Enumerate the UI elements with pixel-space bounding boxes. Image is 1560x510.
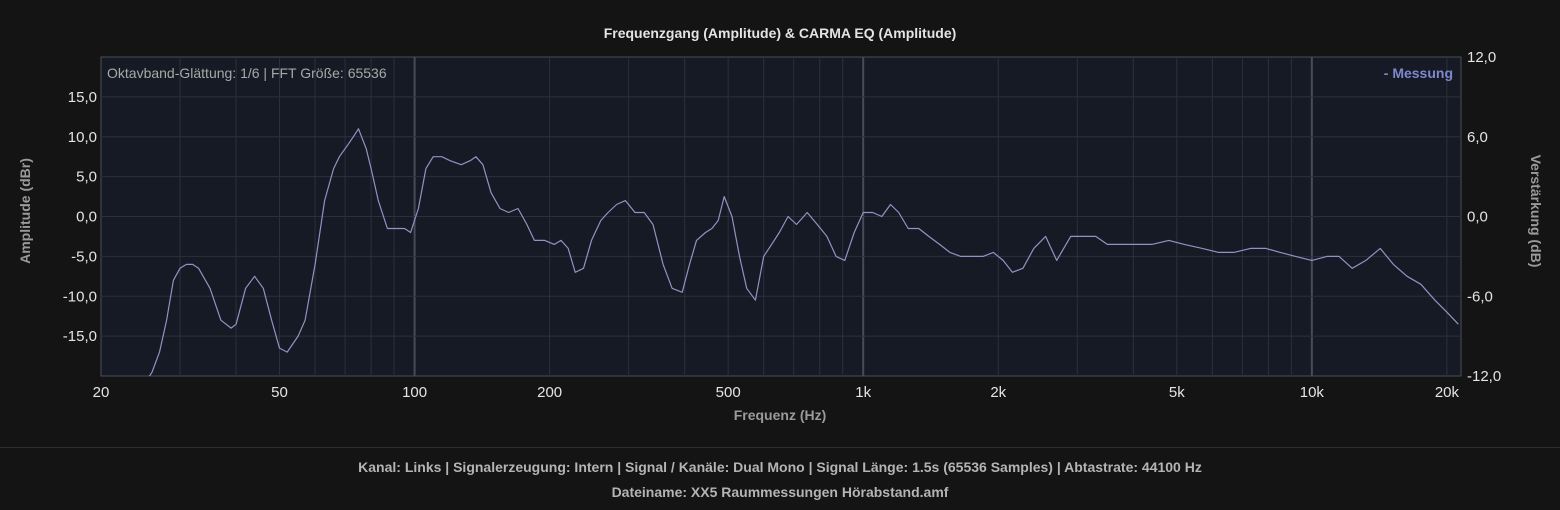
y2-tick-label: 6,0 xyxy=(1467,129,1488,146)
y2-axis-label: Verstärkung (dB) xyxy=(1528,155,1544,268)
y-tick-label: 0,0 xyxy=(76,209,97,226)
x-tick-label: 1k xyxy=(855,384,871,401)
x-tick-label: 2k xyxy=(990,384,1006,401)
x-tick-label: 50 xyxy=(271,384,288,401)
y2-tick-label: 0,0 xyxy=(1467,209,1488,226)
series-layer xyxy=(148,128,1459,376)
frequency-response-chart: Frequenzgang (Amplitude) & CARMA EQ (Amp… xyxy=(17,25,1544,423)
y-axis-label: Amplitude (dBr) xyxy=(17,158,33,264)
y-tick-label: 10,0 xyxy=(68,129,97,146)
y2-axis-ticks: 12,0 6,0 0,0 -6,0 -12,0 xyxy=(1467,49,1501,385)
y-tick-label: -5,0 xyxy=(71,248,97,265)
footer-filename: Dateiname: XX5 Raummessungen Hörabstand.… xyxy=(611,484,949,500)
annotation-text: Oktavband-Glättung: 1/6 | FFT Größe: 655… xyxy=(107,65,387,81)
x-axis-ticks: 20 50 100 200 500 1k 2k 5k 10k 20k xyxy=(93,384,1460,401)
footer-signal-info: Kanal: Links | Signalerzeugung: Intern |… xyxy=(358,459,1202,475)
x-axis-label: Frequenz (Hz) xyxy=(734,407,827,423)
x-tick-label: 500 xyxy=(716,384,741,401)
x-tick-label: 200 xyxy=(537,384,562,401)
y-tick-label: -15,0 xyxy=(63,328,97,345)
footer-info: Kanal: Links | Signalerzeugung: Intern |… xyxy=(0,447,1560,510)
y2-tick-label: -6,0 xyxy=(1467,288,1493,305)
y-axis-ticks: 15,0 10,0 5,0 0,0 -5,0 -10,0 -15,0 xyxy=(63,89,97,345)
x-tick-label: 10k xyxy=(1300,384,1325,401)
y-tick-label: 15,0 xyxy=(68,89,97,106)
x-tick-label: 5k xyxy=(1169,384,1185,401)
x-tick-label: 20k xyxy=(1435,384,1460,401)
y-tick-label: 5,0 xyxy=(76,169,97,186)
y2-tick-label: -12,0 xyxy=(1467,368,1501,385)
chart-title: Frequenzgang (Amplitude) & CARMA EQ (Amp… xyxy=(604,25,957,41)
y2-tick-label: 12,0 xyxy=(1467,49,1496,66)
series-line-messung xyxy=(148,128,1459,376)
grid-lines xyxy=(101,57,1461,376)
x-tick-label: 100 xyxy=(402,384,427,401)
y-tick-label: -10,0 xyxy=(63,288,97,305)
legend-item-messung[interactable]: - Messung xyxy=(1384,65,1453,81)
x-tick-label: 20 xyxy=(93,384,110,401)
